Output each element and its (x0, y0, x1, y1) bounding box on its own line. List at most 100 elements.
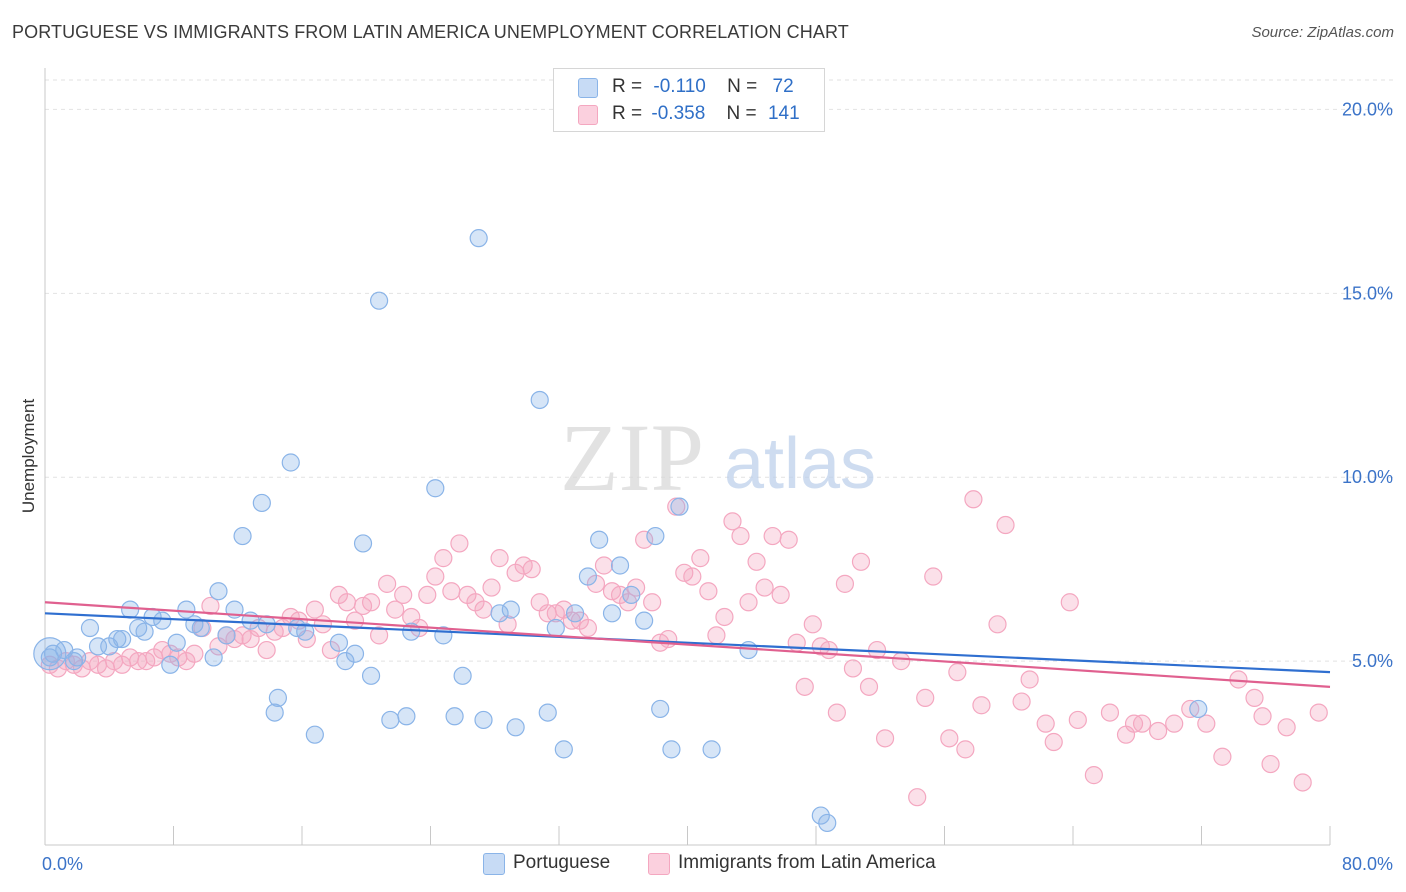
latin-america-point (1044, 732, 1063, 752)
portuguese-point (281, 453, 300, 472)
portuguese-point (811, 806, 830, 825)
bottom-legend-swatch-latin-america (648, 853, 670, 875)
latin-america-point (763, 526, 782, 546)
bottom-legend-label-portuguese: Portuguese (513, 852, 611, 873)
latin-america-point (996, 515, 1015, 535)
portuguese-point (818, 813, 837, 833)
portuguese-point (268, 688, 288, 707)
latin-america-point (1261, 754, 1280, 774)
latin-america-point (442, 582, 461, 601)
latin-america-point (578, 618, 598, 638)
latin-america-point (683, 567, 702, 586)
latin-america-point (851, 552, 871, 571)
portuguese-point (167, 633, 186, 652)
portuguese-point (121, 600, 140, 619)
latin-america-point (522, 560, 541, 579)
latin-america-point (827, 703, 846, 722)
portuguese-point (135, 622, 154, 641)
portuguese-point (590, 530, 609, 549)
latin-america-point (450, 534, 469, 553)
latin-america-trend-line (44, 601, 1331, 688)
portuguese-point (578, 567, 598, 586)
portuguese-point (635, 611, 654, 630)
legend-text: R = -0.110 N = 72 (612, 76, 794, 97)
latin-america-point (795, 677, 814, 696)
latin-america-point (201, 596, 220, 616)
latin-america-point (313, 615, 332, 634)
correlation-legend: R = -0.110 N = 72 R = -0.358 N = 141 (553, 68, 825, 132)
latin-america-point (1277, 718, 1296, 737)
bottom-legend-swatch-portuguese (483, 853, 505, 875)
latin-america-point (779, 530, 798, 549)
portuguese-point (204, 648, 223, 667)
latin-america-point (426, 567, 445, 586)
portuguese-point (538, 703, 557, 722)
x-tick-label: 0.0% (42, 854, 83, 874)
latin-america-point (474, 600, 493, 619)
portuguese-point (469, 229, 488, 248)
latin-america-point (1165, 714, 1184, 733)
portuguese-point (209, 582, 228, 601)
portuguese-point (453, 666, 472, 685)
latin-america-point (1245, 688, 1264, 707)
latin-america-point (731, 526, 750, 546)
latin-america-point (803, 615, 822, 634)
portuguese-point (381, 710, 400, 730)
latin-america-point (964, 490, 983, 509)
legend-swatch-latin-america (578, 105, 598, 125)
bottom-legend-label-latin-america: Immigrants from Latin America (678, 852, 936, 873)
portuguese-point (353, 534, 373, 553)
portuguese-point (108, 629, 127, 649)
portuguese-point (370, 291, 389, 310)
portuguese-point (252, 493, 271, 513)
latin-america-point (747, 552, 766, 571)
latin-america-point (1132, 714, 1152, 733)
source-label: Source: ZipAtlas.com (1251, 24, 1394, 41)
portuguese-point (501, 600, 520, 619)
portuguese-point (265, 703, 284, 722)
latin-america-point (1253, 707, 1272, 726)
latin-america-point (707, 626, 726, 645)
y-tick-label: 20.0% (1342, 99, 1393, 119)
portuguese-point (646, 526, 665, 546)
latin-america-point (1213, 747, 1232, 766)
latin-america-point (370, 626, 389, 645)
portuguese-point (739, 640, 758, 660)
latin-america-point (988, 615, 1007, 634)
latin-america-point (418, 585, 437, 605)
latin-america-point (771, 585, 790, 605)
portuguese-point (622, 585, 641, 605)
latin-america-point (434, 549, 453, 568)
latin-america-point (305, 600, 324, 619)
portuguese-point (662, 740, 681, 759)
latin-america-point (386, 600, 405, 619)
latin-america-point (940, 729, 959, 748)
latin-america-point (843, 659, 863, 678)
latin-america-point (908, 788, 927, 807)
latin-america-point (345, 611, 365, 630)
portuguese-point (43, 644, 63, 663)
portuguese-point (233, 526, 252, 546)
latin-america-point (490, 549, 509, 568)
latin-america-point (257, 640, 276, 660)
portuguese-point (68, 648, 87, 667)
portuguese-point (296, 622, 315, 641)
latin-america-point (337, 593, 357, 612)
portuguese-point (554, 740, 573, 759)
trend-lines (44, 601, 1331, 688)
latin-america-point (1020, 670, 1039, 689)
portuguese-point (565, 604, 585, 623)
latin-america-point (948, 663, 967, 682)
latin-america-point (739, 593, 758, 612)
y-axis-label: Unemployment (19, 399, 38, 514)
latin-america-point (594, 556, 614, 575)
portuguese-point (702, 740, 721, 759)
latin-america-point (361, 593, 381, 612)
data-points (33, 229, 1328, 833)
latin-america-point (1293, 773, 1312, 792)
latin-america-point (892, 652, 911, 671)
portuguese-point (361, 666, 381, 685)
latin-america-point (659, 629, 678, 649)
portuguese-point (345, 644, 365, 663)
portuguese-trend-line (44, 612, 1331, 674)
